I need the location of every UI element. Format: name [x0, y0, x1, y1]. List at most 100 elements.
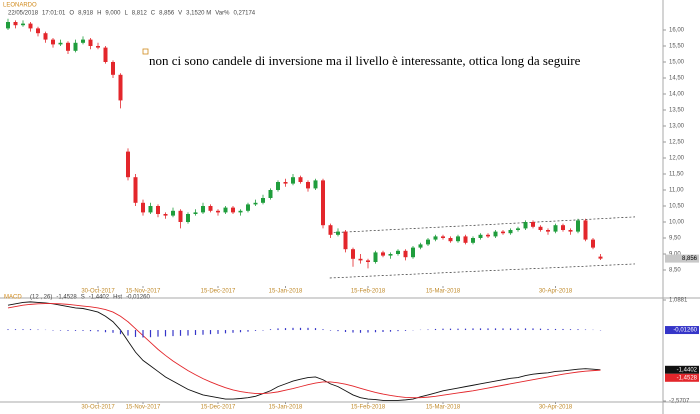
candle-body: [441, 236, 445, 238]
candle-body: [36, 28, 40, 34]
y-tick-label: 1,0881: [669, 298, 688, 304]
x-tick-label: 15-Mar-2018: [426, 289, 461, 295]
candle-body: [133, 177, 138, 203]
header-item: 17:01:01: [42, 11, 66, 17]
header-item: C: [151, 11, 156, 17]
header-item: Var%: [215, 11, 230, 17]
x-tick-label: 15-Jan-2018: [269, 289, 303, 295]
candle-body: [96, 46, 100, 48]
candle-body: [73, 42, 78, 51]
header-item: -1,4402: [89, 295, 110, 301]
candle-body: [328, 225, 333, 235]
y-tick-label: 13,50: [669, 108, 685, 114]
candle-body: [576, 220, 580, 232]
last-value-label: -0,01260: [673, 328, 697, 334]
candle-body: [171, 210, 175, 216]
candle-body: [321, 180, 325, 226]
candle-body: [246, 204, 250, 211]
x-tick-label: 15-Feb-2018: [351, 405, 386, 411]
y-tick-label: 14,00: [669, 92, 685, 98]
trendline: [329, 216, 636, 234]
candle-body: [583, 220, 588, 240]
candle-body: [493, 231, 498, 237]
candle-body: [178, 210, 183, 222]
annotation-icon: [142, 48, 149, 55]
candle-body: [531, 222, 535, 227]
candle-body: [373, 252, 378, 262]
candle-body: [351, 249, 355, 259]
header-item: H: [97, 11, 101, 17]
x-tick-label: 30-Oct-2017: [81, 405, 115, 411]
last-value-label: -1,4402: [677, 367, 698, 373]
candle-body: [276, 182, 280, 190]
candle-body: [336, 231, 340, 235]
candle-body: [103, 47, 108, 62]
last-value-box: [665, 365, 699, 374]
candle-body: [471, 238, 475, 243]
header-item: 8,918: [78, 11, 94, 17]
candle-body: [501, 231, 505, 234]
candle-body: [208, 206, 213, 211]
x-tick-label: 15-Jan-2018: [269, 405, 303, 411]
y-tick-label: 15,50: [669, 44, 685, 50]
candle-body: [568, 230, 573, 232]
panel-title: MACD: [4, 295, 22, 301]
candle-body: [291, 177, 295, 184]
candle-body: [118, 74, 123, 101]
y-tick-label: 9,50: [669, 236, 681, 242]
last-value-box: [665, 373, 699, 382]
y-tick-label: 14,50: [669, 76, 685, 82]
candle-body: [21, 23, 25, 26]
header-item: -1,4528: [56, 295, 77, 301]
candle-body: [546, 230, 550, 232]
y-tick-label: 10,00: [669, 220, 685, 226]
y-tick-label: -2,5707: [669, 399, 690, 405]
y-tick-label: 16,00: [669, 28, 685, 34]
candle-body: [598, 256, 603, 259]
x-tick-label: 15-Feb-2018: [351, 289, 386, 295]
candle-body: [28, 23, 33, 29]
candle-body: [238, 210, 243, 213]
y-tick-label: 11,50: [669, 172, 684, 178]
candle-body: [148, 206, 153, 213]
y-tick-label: 10,50: [669, 204, 685, 210]
header-item: O: [69, 11, 74, 17]
x-tick-label: 30-Apr-2018: [539, 289, 573, 295]
candle-body: [553, 225, 558, 232]
x-tick-label: 15-Dec-2017: [201, 289, 236, 295]
candle-body: [111, 62, 115, 75]
candle-body: [268, 190, 273, 198]
y-tick-label: 12,00: [669, 156, 685, 162]
x-tick-label: 30-Apr-2018: [539, 405, 573, 411]
candle-body: [538, 226, 543, 230]
candle-body: [388, 254, 393, 256]
macd-line: [7, 301, 601, 401]
candle-body: [253, 202, 258, 205]
candle-body: [261, 198, 265, 203]
y-tick-label: 8,50: [669, 268, 681, 274]
candle-body: [43, 33, 48, 40]
header-item: S: [81, 295, 85, 301]
chart-title: LEONARDO: [3, 3, 37, 9]
candle-body: [313, 180, 318, 189]
candle-body: [306, 182, 310, 189]
candle-body: [396, 250, 400, 254]
last-value-label: 8,856: [682, 256, 698, 262]
y-tick-label: 9,00: [669, 252, 681, 258]
header-item: Hst: [113, 295, 122, 301]
candle-body: [523, 222, 528, 229]
candle-body: [418, 244, 423, 248]
x-tick-label: 15-Mar-2018: [426, 405, 461, 411]
annotation: non ci sono candele di inversione ma il …: [149, 53, 581, 68]
candle-body: [411, 247, 415, 258]
candle-body: [6, 22, 10, 29]
candle-body: [81, 39, 85, 43]
candle-body: [448, 238, 453, 242]
header-item: 22/05/2018: [8, 11, 39, 17]
y-tick-label: 13,00: [669, 124, 685, 130]
candle-body: [283, 182, 288, 184]
candle-body: [343, 231, 348, 250]
